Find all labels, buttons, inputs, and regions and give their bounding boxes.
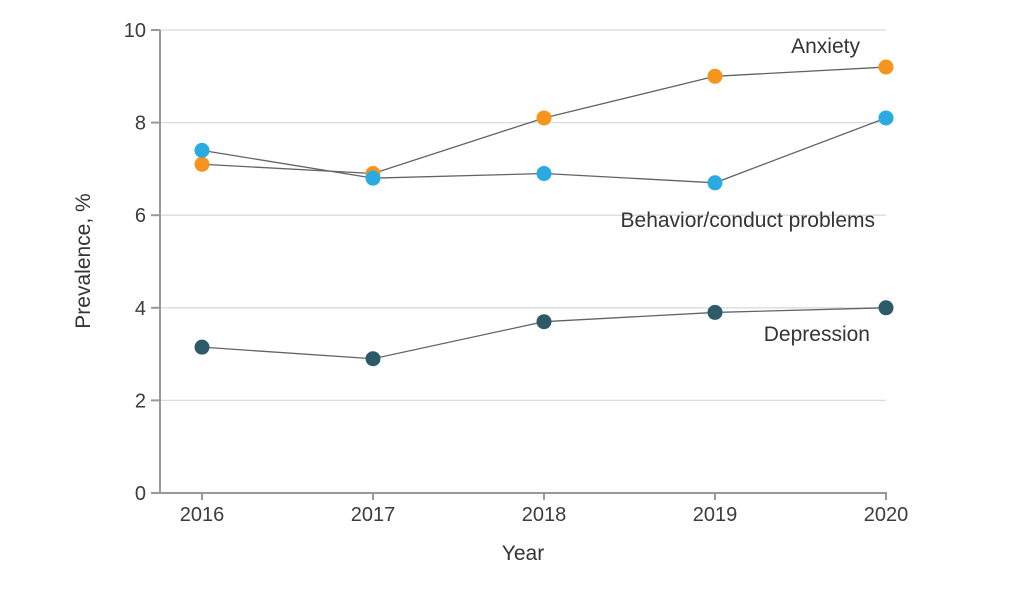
series-label-depression: Depression	[763, 323, 870, 346]
y-tick-label-6: 6	[135, 205, 146, 227]
x-tick-label-2016: 2016	[180, 504, 225, 526]
data-point-anxiety-2016	[194, 156, 210, 172]
data-point-anxiety-2018	[536, 110, 552, 126]
y-axis-title: Prevalence, %	[72, 193, 95, 329]
data-point-depression-2019	[707, 304, 723, 320]
data-point-depression-2016	[194, 339, 210, 355]
x-tick-label-2017: 2017	[351, 504, 396, 526]
series-label-behavior-conduct-problems: Behavior/conduct problems	[620, 209, 875, 232]
data-point-anxiety-2020	[878, 59, 894, 75]
data-point-behavior-conduct-problems-2019	[707, 175, 723, 191]
x-tick-label-2020: 2020	[864, 504, 909, 526]
data-point-behavior-conduct-problems-2017	[365, 170, 381, 186]
series-label-anxiety: Anxiety	[791, 35, 860, 58]
data-point-depression-2017	[365, 351, 381, 367]
data-point-behavior-conduct-problems-2016	[194, 142, 210, 158]
y-tick-label-4: 4	[135, 298, 146, 320]
x-tick-label-2018: 2018	[522, 504, 567, 526]
y-tick-label-0: 0	[135, 483, 146, 505]
y-tick-label-10: 10	[124, 20, 146, 42]
y-tick-label-2: 2	[135, 390, 146, 412]
data-point-depression-2018	[536, 314, 552, 330]
x-tick-label-2019: 2019	[693, 504, 738, 526]
data-point-anxiety-2019	[707, 68, 723, 84]
data-point-behavior-conduct-problems-2018	[536, 166, 552, 182]
y-tick-label-8: 8	[135, 113, 146, 135]
data-point-behavior-conduct-problems-2020	[878, 110, 894, 126]
x-axis-title: Year	[501, 542, 545, 565]
data-point-depression-2020	[878, 300, 894, 316]
